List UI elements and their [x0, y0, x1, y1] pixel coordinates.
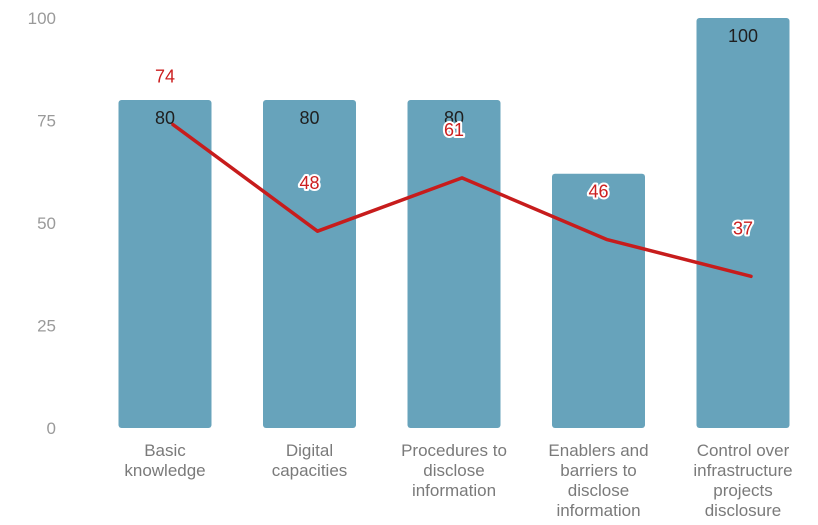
x-tick-label: Basic knowledge [124, 441, 205, 480]
y-tick-label: 25 [37, 317, 56, 336]
bar [552, 173, 645, 428]
y-tick-label: 0 [47, 419, 56, 438]
x-tick-label: Control over infrastructure projects disclo… [693, 441, 792, 520]
x-tick-label: Enablers and barriers to disclose informati… [548, 441, 648, 520]
bar-value-label: 80 [444, 108, 464, 128]
bar-value-label: 80 [155, 108, 175, 128]
y-axis: 0 25 50 75 100 [28, 9, 56, 438]
line-data-labels: 74 48 61 46 37 [153, 65, 755, 241]
bar [407, 100, 501, 428]
line-series [171, 122, 753, 279]
line-value-label: 61 [444, 120, 464, 140]
x-tick-label: Procedures to disclose information [401, 441, 507, 500]
y-tick-label: 50 [37, 214, 56, 233]
line-value-label: 48 [299, 173, 319, 193]
line-value-label: 37 [733, 218, 753, 238]
bar [696, 18, 790, 428]
line-value-label: 74 [155, 67, 175, 87]
bar-data-labels: 80 80 80 100 [155, 26, 758, 128]
x-axis: Basic knowledge Digital capacities Procedure… [124, 441, 792, 520]
bar [118, 100, 212, 428]
y-tick-label: 75 [37, 112, 56, 131]
y-tick-label: 100 [28, 9, 56, 28]
bar-series [118, 18, 790, 428]
x-tick-label: Digital capacities [272, 441, 348, 480]
line-value-label: 46 [588, 181, 608, 201]
bar-value-label: 80 [299, 108, 319, 128]
bar [263, 100, 356, 428]
bar-value-label: 100 [728, 26, 758, 46]
line-path [171, 122, 753, 279]
